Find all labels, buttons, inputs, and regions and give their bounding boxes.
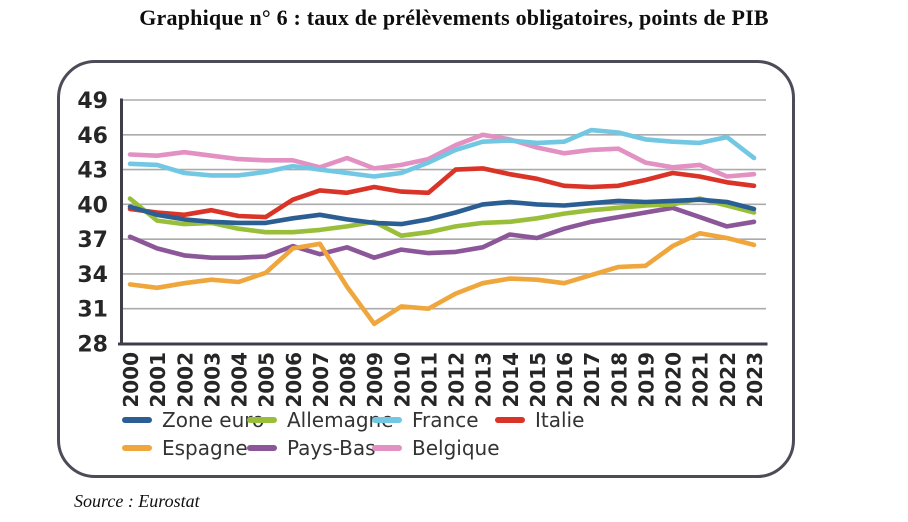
x-tick-label: 2001: [146, 352, 170, 408]
legend-swatch-icon: [372, 445, 402, 451]
y-tick-label: 43: [77, 159, 108, 184]
x-tick-label: 2014: [499, 352, 523, 408]
x-tick-label: 2007: [309, 352, 333, 408]
x-tick-label: 2000: [119, 352, 143, 408]
y-tick-label: 37: [77, 228, 108, 253]
x-tick-label: 2015: [526, 352, 550, 408]
x-tick-label: 2012: [445, 352, 469, 408]
legend-label: Belgique: [412, 436, 500, 460]
legend-item-france: France: [372, 408, 495, 432]
x-tick-label: 2010: [390, 352, 414, 408]
chart-title: Graphique n° 6 : taux de prélèvements ob…: [139, 5, 769, 30]
series-line-france: [127, 127, 757, 179]
legend-swatch-icon: [495, 417, 525, 423]
y-tick-label: 40: [77, 193, 108, 218]
x-tick-label: 2016: [553, 352, 577, 408]
x-tick-label: 2002: [173, 352, 197, 408]
legend-swatch-icon: [247, 445, 277, 451]
x-tick-label: 2004: [228, 352, 252, 408]
source-note: Source : Eurostat: [74, 491, 200, 511]
x-tick-label: 2013: [472, 352, 496, 408]
legend-label: Italie: [535, 408, 585, 432]
legend-item-pays-bas: Pays-Bas: [247, 436, 376, 460]
legend-item-belgique: Belgique: [372, 436, 500, 460]
legend-swatch-icon: [372, 417, 402, 423]
legend-label: France: [412, 408, 479, 432]
legend-swatch-icon: [247, 417, 277, 423]
series-line-espagne: [127, 231, 757, 327]
chart-frame: [57, 60, 795, 478]
series-line-belgique: [127, 132, 757, 179]
x-tick-label: 2005: [255, 352, 279, 408]
x-tick-label: 2023: [743, 352, 767, 408]
y-tick-label: 46: [77, 124, 108, 149]
x-tick-label: 2003: [200, 352, 224, 408]
legend-item-zone-euro: Zone euro: [122, 408, 264, 432]
legend-label: Espagne: [162, 436, 248, 460]
series-line-pays-bas: [127, 205, 757, 260]
legend-swatch-icon: [122, 445, 152, 451]
y-tick-label: 34: [77, 263, 108, 288]
legend-swatch-icon: [122, 417, 152, 423]
legend-item-italie: Italie: [495, 408, 584, 432]
legend-item-espagne: Espagne: [122, 436, 248, 460]
series-line-italie: [127, 166, 757, 220]
x-tick-label: 2019: [634, 352, 658, 408]
series-line-zone-euro: [127, 197, 757, 227]
y-tick-label: 49: [77, 89, 108, 114]
x-tick-label: 2020: [662, 352, 686, 408]
x-tick-label: 2008: [336, 352, 360, 408]
x-tick-label: 2021: [689, 352, 713, 408]
x-tick-label: 2018: [607, 352, 631, 408]
x-tick-label: 2017: [580, 352, 604, 408]
x-tick-label: 2022: [716, 352, 740, 408]
x-tick-label: 2009: [363, 352, 387, 408]
legend-label: Pays-Bas: [287, 436, 376, 460]
legend-item-allemagne: Allemagne: [247, 408, 394, 432]
x-tick-label: 2011: [417, 352, 441, 408]
chart-legend: Zone euro Allemagne France Italie Espagne Pay…: [122, 408, 584, 460]
y-tick-label: 28: [77, 333, 108, 358]
y-tick-label: 31: [77, 298, 108, 323]
x-tick-label: 2006: [282, 352, 306, 408]
series-line-allemagne: [127, 196, 757, 238]
